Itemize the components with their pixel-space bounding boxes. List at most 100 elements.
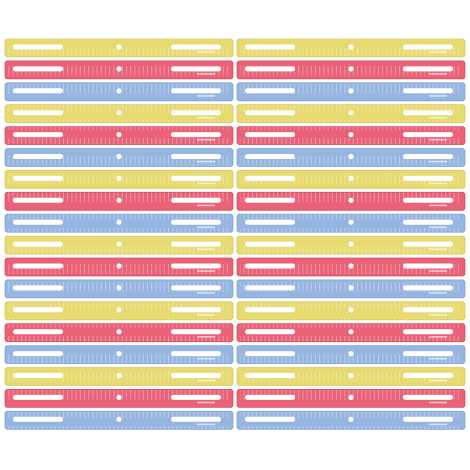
ruler-slot (171, 307, 221, 313)
ruler-hole (348, 197, 354, 203)
ruler-logo (429, 204, 447, 207)
ruler-hole (348, 263, 354, 269)
ruler (236, 257, 466, 277)
ruler-slot (171, 132, 221, 138)
ruler-slot (245, 263, 295, 269)
ruler-hole (348, 307, 354, 313)
ruler-logo (197, 357, 215, 360)
ruler-slot (13, 132, 63, 138)
ruler-hole (116, 307, 122, 313)
ruler (236, 169, 466, 189)
ruler (4, 169, 234, 189)
ruler-slot (171, 219, 221, 225)
ruler-slot (13, 88, 63, 94)
ruler-slot (171, 175, 221, 181)
ruler-slot (245, 154, 295, 159)
ruler-logo (429, 379, 447, 382)
ruler-hole (116, 351, 122, 357)
ruler-hole (348, 132, 354, 138)
ruler-hole (116, 153, 122, 160)
ruler-hole (116, 285, 122, 291)
ruler-slot (13, 394, 63, 400)
ruler (4, 126, 234, 145)
ruler-slot (403, 44, 453, 50)
ruler-slot (171, 285, 221, 291)
ruler-slot (171, 416, 221, 422)
ruler-hole (116, 44, 122, 50)
ruler-hole (348, 175, 354, 181)
ruler-slot (403, 66, 453, 72)
ruler-hole (116, 329, 122, 335)
ruler-slot (403, 307, 453, 313)
ruler-slot (13, 175, 63, 181)
ruler-logo (197, 401, 215, 404)
ruler-hole (116, 88, 122, 94)
ruler-logo (429, 182, 447, 185)
ruler-logo (197, 182, 215, 185)
ruler-slot (403, 132, 453, 138)
ruler-hole (116, 241, 122, 247)
ruler-hole (116, 394, 122, 400)
ruler (4, 104, 234, 124)
ruler-hole (116, 132, 122, 138)
ruler-slot (403, 285, 453, 291)
ruler-hole (348, 285, 354, 291)
ruler (236, 323, 466, 343)
ruler-slot (13, 263, 63, 269)
ruler-slot (245, 351, 295, 357)
ruler-slot (403, 154, 453, 159)
ruler-slot (13, 66, 63, 72)
ruler-slot (403, 219, 453, 225)
ruler-hole (348, 66, 354, 72)
ruler-slot (245, 197, 295, 203)
ruler-logo (429, 423, 447, 426)
ruler-logo (197, 423, 215, 426)
ruler-hole (348, 329, 354, 335)
ruler-slot (171, 197, 221, 203)
ruler-logo (429, 401, 447, 404)
ruler-slot (13, 307, 63, 313)
ruler-logo (429, 51, 447, 53)
ruler-logo (197, 248, 215, 250)
ruler-slot (171, 88, 221, 94)
ruler-slot (171, 373, 221, 378)
ruler-slot (171, 351, 221, 357)
ruler-slot (403, 373, 453, 378)
ruler (4, 60, 234, 80)
ruler-slot (403, 241, 453, 247)
ruler (4, 301, 234, 321)
ruler-logo (197, 270, 215, 272)
ruler (4, 367, 234, 386)
ruler-slot (245, 66, 295, 72)
ruler-slot (171, 241, 221, 247)
ruler-logo (197, 51, 215, 53)
ruler (236, 60, 466, 80)
ruler-slot (13, 154, 63, 159)
ruler-hole (116, 372, 122, 379)
ruler-hole (116, 110, 122, 116)
ruler-logo (429, 357, 447, 360)
ruler-hole (348, 372, 354, 379)
ruler-logo (429, 117, 447, 119)
ruler-hole (116, 219, 122, 225)
ruler (4, 38, 234, 58)
ruler-slot (171, 44, 221, 50)
ruler-logo (429, 73, 447, 75)
ruler (4, 82, 234, 102)
ruler-slot (245, 307, 295, 313)
ruler-slot (403, 175, 453, 181)
ruler-slot (171, 66, 221, 72)
ruler-logo (429, 314, 447, 316)
ruler-hole (348, 88, 354, 94)
ruler-slot (403, 197, 453, 203)
ruler-logo (429, 292, 447, 294)
ruler-slot (403, 110, 453, 116)
ruler-logo (429, 248, 447, 250)
ruler (236, 82, 466, 102)
ruler-slot (403, 416, 453, 422)
ruler-slot (171, 263, 221, 269)
ruler (236, 367, 466, 386)
ruler-slot (245, 88, 295, 94)
ruler (236, 191, 466, 211)
